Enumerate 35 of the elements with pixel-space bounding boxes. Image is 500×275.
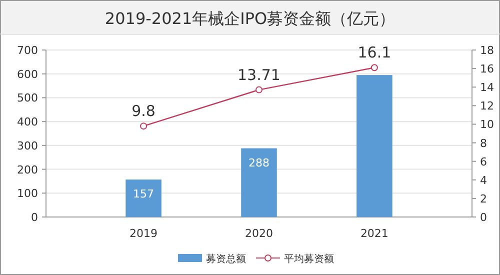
point: [370, 64, 378, 72]
bar: [241, 148, 277, 217]
data-label: 13.71: [238, 66, 280, 84]
y-tick-label: 300: [17, 139, 38, 152]
y-tick-label: 0: [31, 211, 38, 224]
bar: [356, 75, 392, 217]
point: [140, 122, 148, 130]
x-tick-label: 2020: [245, 227, 273, 240]
y2-tick-label: 4: [480, 174, 487, 187]
point: [256, 86, 262, 94]
data-label: 157: [133, 188, 154, 201]
y2-tick-label: 16: [480, 62, 494, 76]
legend-label: 募资总额: [206, 253, 246, 265]
legend-label: 平均募资额: [284, 253, 334, 265]
y-tick-label: 100: [17, 187, 38, 200]
y2-tick-label: 14: [480, 81, 494, 94]
y2-tick-label: 6: [480, 155, 487, 168]
y2-tick-label: 18: [480, 44, 494, 57]
data-label: 16.1: [358, 44, 392, 62]
y2-tick-label: 10: [480, 118, 494, 132]
y-tick-label: 700: [17, 44, 38, 57]
bar: [126, 180, 162, 217]
chart-title: 2019-2021年械企IPO募资金额（亿元）: [104, 9, 396, 28]
data-label: 288: [248, 156, 270, 170]
x-tick-label: 2019: [130, 227, 158, 240]
data-label: 9.8: [132, 102, 156, 120]
y-tick-label: 500: [17, 92, 38, 105]
y-tick-label: 400: [17, 116, 38, 129]
y-tick-label: 200: [17, 163, 38, 176]
y2-tick-label: 8: [480, 136, 487, 150]
y2-tick-label: 12: [480, 100, 494, 113]
y2-tick-label: 0: [480, 211, 487, 224]
y-tick-label: 600: [17, 68, 38, 81]
x-tick-label: 2021: [360, 227, 388, 240]
y2-tick-label: 2: [480, 192, 487, 206]
